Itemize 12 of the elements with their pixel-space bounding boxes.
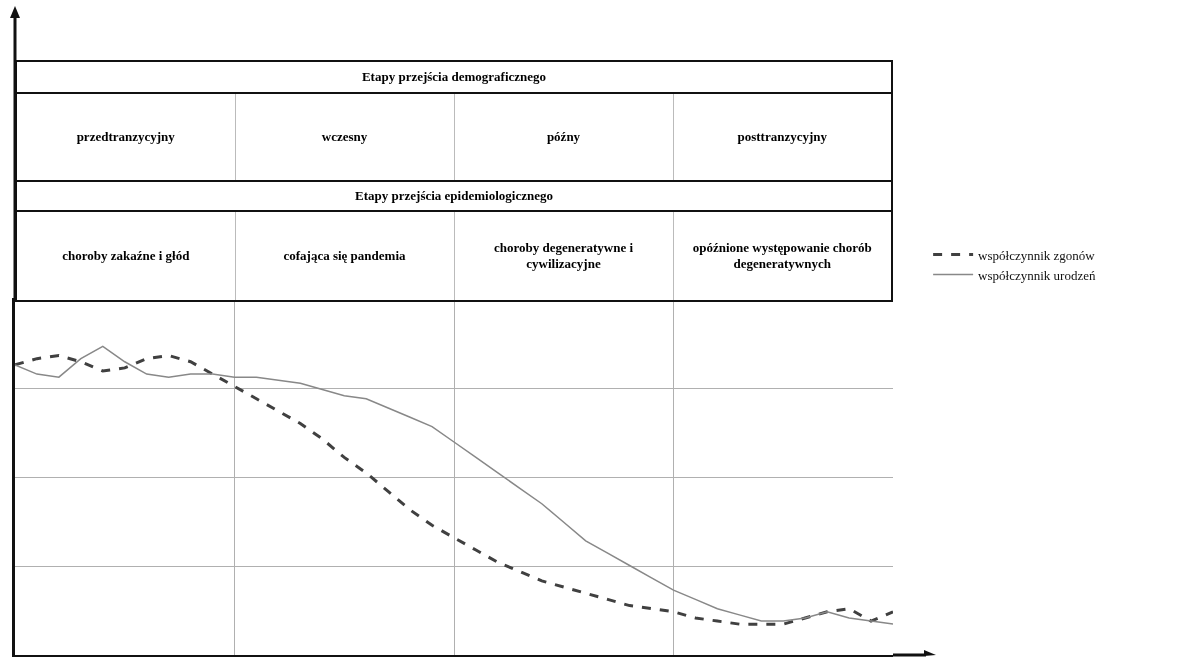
text: wczesny bbox=[235, 93, 454, 181]
legend-label: współczynnik urodzeń bbox=[978, 267, 1096, 283]
text: cofająca się pandemia bbox=[235, 211, 454, 301]
text: Etapy przejścia epidemiologicznego bbox=[16, 181, 892, 211]
text: przedtranzycyjny bbox=[16, 93, 235, 181]
text: opóźnione występowanie chorób degeneratywnych bbox=[673, 211, 892, 301]
text: późny bbox=[454, 93, 673, 181]
text: posttranzycyjny bbox=[673, 93, 892, 181]
text: choroby degeneratywne i cywilizacyjne bbox=[454, 211, 673, 301]
text: Etapy przejścia demograficznego bbox=[16, 61, 892, 93]
text: choroby zakaźne i głód bbox=[16, 211, 235, 301]
legend-label: współczynnik zgonów bbox=[978, 247, 1096, 263]
